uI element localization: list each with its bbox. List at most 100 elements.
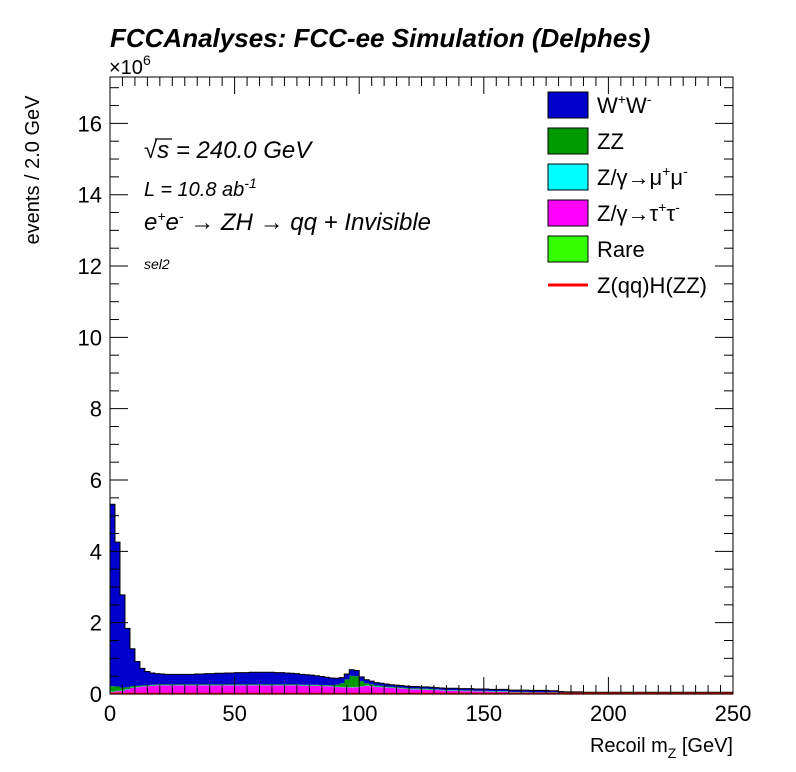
series-1-bar	[364, 685, 370, 693]
selection-annotation: sel2	[144, 256, 170, 272]
legend-swatch	[547, 235, 589, 263]
series-4-bar	[214, 673, 220, 685]
series-4-bar	[438, 687, 445, 690]
series-1-bar	[304, 685, 310, 693]
luminosity-annotation: L = 10.8 ab-1	[144, 175, 257, 201]
series-4-bar	[234, 672, 240, 685]
series-3-bar	[389, 686, 395, 688]
series-4-bar	[558, 691, 564, 693]
series-1-bar	[349, 687, 355, 693]
series-4-bar	[369, 681, 375, 685]
series-4-bar	[184, 674, 191, 685]
series-3-bar	[244, 684, 250, 686]
series-4-bar	[553, 690, 559, 693]
series-4-bar	[324, 677, 330, 686]
legend-entry: Rare	[547, 235, 645, 263]
series-4-bar	[423, 686, 430, 689]
series-1-bar	[463, 691, 470, 694]
series-1-bar	[174, 685, 181, 693]
legend-label: Z(qq)H(ZZ)	[597, 273, 707, 298]
series-3-bar	[129, 686, 136, 688]
series-3-bar	[169, 684, 176, 686]
series-1-bar	[389, 687, 395, 693]
series-3-bar	[189, 684, 196, 686]
series-1-bar	[354, 687, 360, 693]
series-4-bar	[478, 689, 485, 691]
series-4-bar	[364, 679, 370, 684]
series-4-bar	[433, 687, 440, 690]
y-tick-label: 6	[90, 468, 102, 493]
series-1-bar	[129, 687, 136, 693]
series-4-bar	[279, 672, 285, 685]
series-3-bar	[304, 684, 310, 686]
series-3-bar	[423, 688, 430, 690]
series-1-bar	[139, 686, 146, 693]
series-4-bar	[344, 674, 350, 680]
series-4-bar	[384, 684, 390, 687]
series-1-bar	[473, 691, 480, 694]
series-4-bar	[523, 690, 529, 692]
series-4-bar	[533, 690, 539, 693]
series-4-bar	[139, 668, 146, 686]
series-4-bar	[448, 688, 455, 691]
series-4-bar	[374, 682, 380, 686]
series-3-bar	[324, 685, 330, 686]
series-4-bar	[269, 672, 275, 685]
series-4-bar	[229, 672, 235, 685]
series-4-bar	[209, 673, 215, 685]
y-tick-label: 10	[78, 325, 102, 350]
y-tick-label: 4	[90, 539, 102, 564]
series-4-bar	[389, 684, 395, 687]
series-4-bar	[119, 594, 126, 688]
series-4-bar	[174, 674, 181, 685]
series-3-bar	[334, 684, 340, 687]
series-3-bar	[314, 684, 320, 686]
series-4-bar	[189, 674, 196, 685]
series-4-bar	[259, 672, 265, 685]
series-3-bar	[384, 686, 390, 688]
series-3-bar	[269, 684, 275, 686]
series-4-bar	[194, 674, 201, 685]
series-1-bar	[229, 685, 235, 693]
legend-entry: Z(qq)H(ZZ)	[548, 273, 707, 298]
series-3-bar	[204, 684, 210, 686]
legend-swatch	[547, 127, 589, 155]
series-1-bar	[224, 685, 230, 693]
series-1-bar	[124, 689, 131, 693]
series-1-bar	[259, 685, 265, 693]
series-3-bar	[139, 685, 146, 687]
series-1-bar	[274, 685, 280, 693]
series-4-bar	[304, 674, 310, 685]
series-4-bar	[164, 674, 171, 685]
series-4-bar	[414, 686, 420, 689]
series-3-bar	[179, 684, 186, 686]
series-4-bar	[329, 677, 335, 686]
series-1-bar	[329, 686, 335, 693]
series-3-bar	[239, 684, 245, 686]
series-1-bar	[428, 690, 435, 693]
series-4-bar	[224, 672, 230, 685]
chart-title: FCCAnalyses: FCC-ee Simulation (Delphes)	[110, 23, 650, 53]
legend-swatch	[547, 91, 589, 119]
series-3-bar	[428, 689, 435, 690]
series-3-bar	[154, 684, 161, 686]
series-1-bar	[164, 685, 171, 693]
series-1-bar	[309, 685, 315, 693]
series-1-bar	[134, 687, 141, 693]
legend-label: Z/γ→μ+μ-	[597, 163, 688, 190]
series-4-bar	[289, 673, 295, 685]
series-3-bar	[229, 684, 235, 686]
series-4-bar	[159, 674, 166, 685]
series-4-bar	[314, 675, 320, 685]
series-1-bar	[324, 686, 330, 693]
series-3-bar	[214, 684, 220, 686]
legend: W+W- ZZ Z/γ→μ+μ- Z/γ→τ+τ- Rare Z(qq)H(ZZ)	[547, 91, 707, 298]
series-4-bar	[498, 689, 505, 692]
series-4-bar	[110, 504, 116, 687]
series-3-bar	[134, 685, 141, 687]
series-1-bar	[149, 685, 156, 693]
series-1-bar	[279, 685, 285, 693]
series-3-bar	[159, 684, 166, 686]
series-4-bar	[334, 678, 340, 685]
